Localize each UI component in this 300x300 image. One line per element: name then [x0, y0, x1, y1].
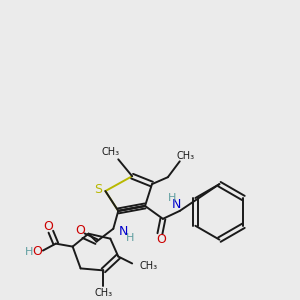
Text: O: O [43, 220, 53, 233]
Text: CH₃: CH₃ [94, 288, 112, 298]
Text: CH₃: CH₃ [139, 261, 157, 272]
Text: O: O [76, 224, 85, 237]
Text: N: N [118, 225, 128, 238]
Text: O: O [156, 233, 166, 246]
Text: CH₃: CH₃ [101, 147, 119, 158]
Text: H: H [126, 233, 134, 243]
Text: H: H [25, 247, 33, 256]
Text: O: O [32, 245, 42, 258]
Text: N: N [172, 199, 182, 212]
Text: S: S [94, 183, 102, 196]
Text: H: H [168, 193, 176, 203]
Text: CH₃: CH₃ [177, 152, 195, 161]
